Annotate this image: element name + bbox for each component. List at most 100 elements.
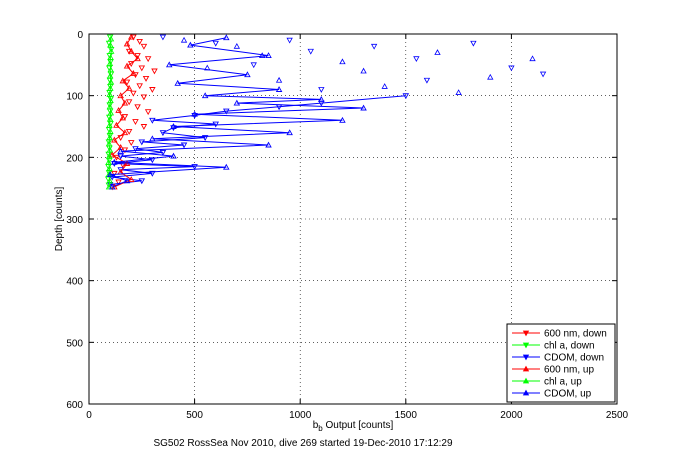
series-chl-a-up xyxy=(105,35,115,190)
data-point xyxy=(107,41,114,48)
data-point xyxy=(130,70,137,76)
data-point xyxy=(339,116,346,123)
data-point xyxy=(106,72,114,79)
y-tick-label: 0 xyxy=(77,30,83,41)
data-point xyxy=(159,149,167,156)
data-point xyxy=(121,147,129,154)
data-point xyxy=(360,67,367,74)
series-line xyxy=(108,38,112,187)
data-point xyxy=(529,55,536,62)
data-point xyxy=(250,62,257,69)
data-point xyxy=(134,55,141,62)
data-point xyxy=(212,40,219,47)
data-point xyxy=(423,77,431,84)
data-point xyxy=(111,158,118,165)
data-point xyxy=(508,65,515,72)
data-point xyxy=(265,52,272,59)
data-point xyxy=(106,171,114,178)
data-point xyxy=(191,110,198,117)
data-point xyxy=(125,99,133,106)
data-point xyxy=(434,49,441,55)
data-point xyxy=(105,158,112,165)
ticks: 0 500 1000 1500 2000 2500 0 100 200 300 400 500 600 xyxy=(66,30,628,421)
data-point xyxy=(123,79,131,86)
data-point xyxy=(107,78,115,85)
legend-marker xyxy=(522,365,530,372)
data-point xyxy=(286,37,293,44)
data-point xyxy=(138,65,146,72)
series-layer xyxy=(104,33,547,191)
data-point xyxy=(130,34,137,41)
data-point xyxy=(125,48,133,55)
data-point xyxy=(107,97,114,104)
series-line xyxy=(109,37,364,188)
data-point xyxy=(108,183,116,190)
x-tick-label: 1500 xyxy=(395,410,418,421)
legend-marker xyxy=(522,330,530,337)
x-tick-label: 2000 xyxy=(500,410,523,421)
data-point xyxy=(106,115,114,122)
data-point xyxy=(106,121,113,128)
data-point xyxy=(318,95,325,102)
x-axis-label-main: b xyxy=(313,420,319,431)
data-point xyxy=(113,121,120,128)
data-point xyxy=(144,56,152,63)
y-tick-label: 100 xyxy=(66,92,83,103)
data-point xyxy=(130,90,137,97)
data-point xyxy=(159,34,167,41)
y-tick-label: 300 xyxy=(66,215,83,226)
series-cdom-up xyxy=(106,34,367,190)
data-point xyxy=(108,151,116,158)
data-point xyxy=(106,146,114,153)
data-point xyxy=(111,170,118,177)
scatter-series xyxy=(159,34,547,93)
data-point xyxy=(159,130,167,137)
data-point xyxy=(106,165,113,171)
data-point xyxy=(275,86,283,92)
x-tick-label: 0 xyxy=(86,410,92,421)
data-point xyxy=(233,43,241,49)
data-point xyxy=(132,72,139,79)
legend-label: chl a, down xyxy=(544,341,595,352)
legend-box xyxy=(506,323,616,403)
data-point xyxy=(149,170,156,177)
data-point xyxy=(144,109,152,116)
data-point xyxy=(117,92,124,99)
data-point xyxy=(191,112,198,119)
series-line xyxy=(111,36,139,188)
legend-label: 600 nm, up xyxy=(544,365,594,376)
data-point xyxy=(123,40,131,47)
x-axis-label-sub: b xyxy=(318,424,323,433)
data-point xyxy=(106,177,113,184)
data-point xyxy=(140,43,148,50)
data-point xyxy=(106,91,113,97)
data-point xyxy=(191,164,198,171)
data-point xyxy=(107,128,114,134)
data-point xyxy=(119,114,127,121)
data-point xyxy=(187,41,194,48)
x-tick-label: 500 xyxy=(186,410,203,421)
legend-label: CDOM, down xyxy=(544,353,604,364)
data-point xyxy=(138,139,146,146)
data-point xyxy=(125,128,133,135)
data-point xyxy=(127,176,135,182)
data-point xyxy=(127,47,135,54)
legend-label: chl a, up xyxy=(544,377,582,388)
data-point xyxy=(413,56,420,62)
data-point xyxy=(121,99,129,106)
legend-label: 600 nm, down xyxy=(544,329,607,340)
data-point xyxy=(470,40,477,47)
data-point xyxy=(106,152,113,159)
data-point xyxy=(318,87,325,93)
data-point xyxy=(138,178,146,185)
data-point xyxy=(136,38,143,45)
legend-label: CDOM, up xyxy=(544,389,592,400)
legend-marker xyxy=(522,354,530,361)
y-tick-label: 200 xyxy=(66,153,83,164)
data-point xyxy=(275,76,283,83)
data-point xyxy=(170,123,177,129)
data-point xyxy=(142,75,150,82)
legend-marker xyxy=(522,377,530,384)
